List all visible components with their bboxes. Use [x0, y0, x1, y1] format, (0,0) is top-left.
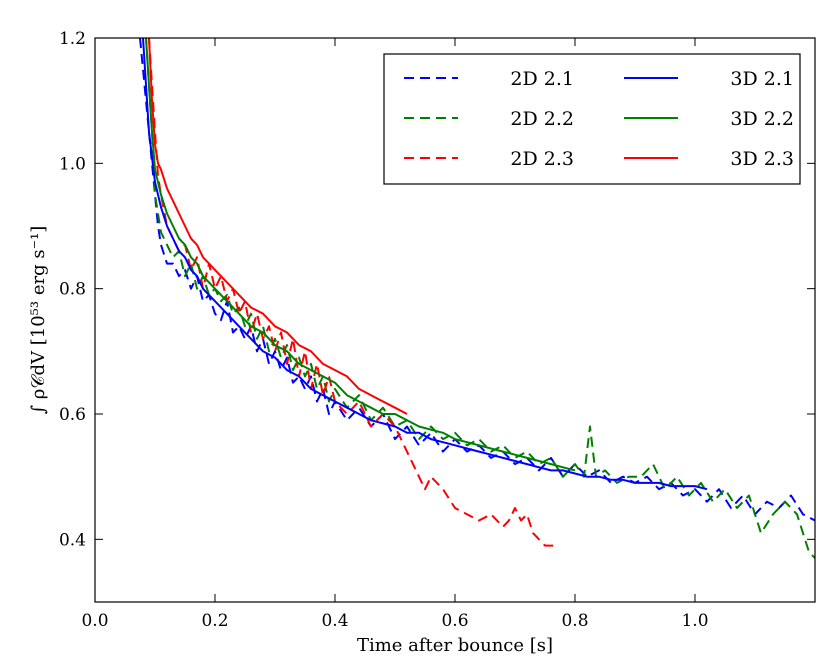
x-tick-label: 1.0 [681, 611, 708, 631]
legend-label: 2D 2.1 [510, 68, 574, 90]
y-tick-label: 1.0 [59, 154, 86, 174]
legend-label: 2D 2.3 [510, 148, 574, 170]
y-axis-label-text: ∫ ρ𝒞dV [10⁵³ erg s⁻¹] [28, 226, 49, 415]
x-tick-label: 0.6 [441, 611, 468, 631]
x-tick-label: 0.8 [561, 611, 588, 631]
series-line-3d-2-2 [145, 38, 576, 472]
plot-frame [94, 37, 816, 603]
series-line-3d-2-1 [142, 38, 708, 491]
tick-layer: 0.0 0.2 0.4 0.6 0.8 1.0 0.4 0.6 0.8 1.0 1.2 [59, 29, 815, 631]
legend-label: 3D 2.3 [730, 148, 794, 170]
legend-label: 3D 2.2 [730, 108, 794, 130]
series-line-2d-2-2 [145, 38, 815, 559]
y-tick-label: 0.4 [59, 530, 86, 550]
x-tick-label: 0.4 [321, 611, 348, 631]
legend-label: 2D 2.2 [510, 108, 574, 130]
legend-label: 3D 2.1 [730, 68, 794, 90]
series-line-2d-2-3 [148, 38, 557, 547]
y-tick-label: 0.8 [59, 280, 86, 300]
y-tick-label: 1.2 [59, 29, 86, 49]
series-line-3d-2-3 [148, 38, 408, 415]
x-tick-label: 0.2 [201, 611, 228, 631]
x-tick-label: 0.0 [81, 611, 108, 631]
x-axis-label: Time after bounce [s] [357, 635, 553, 656]
series-layer [139, 38, 815, 559]
y-axis-label: ∫ ρ𝒞dV [10⁵³ erg s⁻¹] [28, 226, 49, 415]
y-tick-label: 0.6 [59, 405, 86, 425]
legend: 2D 2.1 3D 2.1 2D 2.2 3D 2.2 2D 2.3 3D 2.3 [383, 53, 801, 185]
